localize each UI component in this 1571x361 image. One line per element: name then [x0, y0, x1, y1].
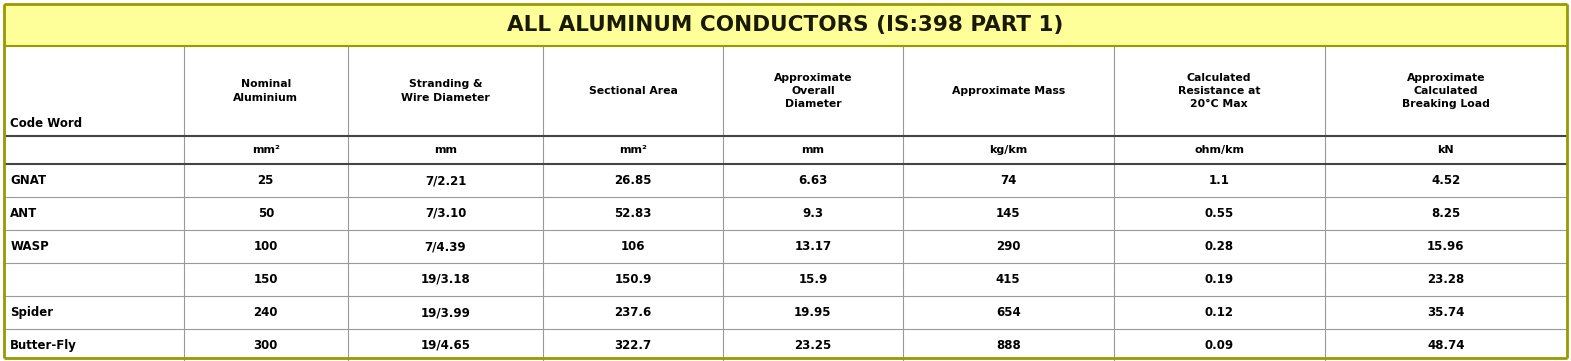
Text: 0.28: 0.28: [1205, 240, 1233, 253]
Text: 0.12: 0.12: [1205, 306, 1233, 319]
Text: 13.17: 13.17: [795, 240, 831, 253]
Bar: [5, 296, 1566, 329]
Text: 74: 74: [1001, 174, 1016, 187]
Text: 0.19: 0.19: [1205, 273, 1233, 286]
Bar: [5, 164, 1566, 197]
Text: 1.1: 1.1: [1208, 174, 1230, 187]
Text: Sectional Area: Sectional Area: [589, 86, 677, 96]
Text: kg/km: kg/km: [990, 145, 1027, 155]
Text: Butter-Fly: Butter-Fly: [11, 339, 77, 352]
Text: 237.6: 237.6: [614, 306, 652, 319]
Text: 150: 150: [253, 273, 278, 286]
Text: Stranding &
Wire Diameter: Stranding & Wire Diameter: [401, 79, 490, 103]
Text: 0.55: 0.55: [1205, 207, 1233, 220]
Text: 19/3.18: 19/3.18: [421, 273, 470, 286]
Text: GNAT: GNAT: [11, 174, 47, 187]
Text: 240: 240: [253, 306, 278, 319]
Text: 15.9: 15.9: [798, 273, 828, 286]
Text: 23.25: 23.25: [795, 339, 831, 352]
Text: ohm/km: ohm/km: [1194, 145, 1244, 155]
Text: 52.83: 52.83: [614, 207, 652, 220]
Text: ANT: ANT: [11, 207, 38, 220]
Text: 290: 290: [996, 240, 1021, 253]
Text: Approximate
Overall
Diameter: Approximate Overall Diameter: [773, 73, 851, 109]
Bar: [5, 263, 1566, 296]
Text: WASP: WASP: [11, 240, 49, 253]
Bar: [5, 329, 1566, 361]
Text: 23.28: 23.28: [1426, 273, 1464, 286]
Text: mm: mm: [801, 145, 825, 155]
Text: Approximate
Calculated
Breaking Load: Approximate Calculated Breaking Load: [1401, 73, 1489, 109]
Text: Spider: Spider: [11, 306, 53, 319]
Text: ALL ALUMINUM CONDUCTORS (IS:398 PART 1): ALL ALUMINUM CONDUCTORS (IS:398 PART 1): [507, 15, 1064, 35]
Text: 19/3.99: 19/3.99: [421, 306, 470, 319]
Text: 100: 100: [253, 240, 278, 253]
Text: 48.74: 48.74: [1426, 339, 1464, 352]
Text: 15.96: 15.96: [1426, 240, 1464, 253]
Text: 9.3: 9.3: [803, 207, 823, 220]
Text: Approximate Mass: Approximate Mass: [952, 86, 1065, 96]
Text: 19/4.65: 19/4.65: [421, 339, 471, 352]
Text: 7/3.10: 7/3.10: [424, 207, 467, 220]
Text: 35.74: 35.74: [1426, 306, 1464, 319]
Text: mm: mm: [434, 145, 457, 155]
Text: 8.25: 8.25: [1431, 207, 1461, 220]
Text: 322.7: 322.7: [614, 339, 652, 352]
Text: 7/4.39: 7/4.39: [424, 240, 467, 253]
Bar: [5, 230, 1566, 263]
Bar: [5, 46, 1566, 136]
Text: 4.52: 4.52: [1431, 174, 1461, 187]
Text: 0.09: 0.09: [1205, 339, 1233, 352]
Text: 106: 106: [621, 240, 646, 253]
Text: 150.9: 150.9: [614, 273, 652, 286]
Text: mm²: mm²: [619, 145, 647, 155]
Text: 25: 25: [258, 174, 273, 187]
Bar: [5, 4, 1566, 46]
Text: 26.85: 26.85: [614, 174, 652, 187]
Text: 7/2.21: 7/2.21: [424, 174, 467, 187]
Bar: [5, 136, 1566, 164]
Text: Calculated
Resistance at
20°C Max: Calculated Resistance at 20°C Max: [1178, 73, 1260, 109]
Text: 415: 415: [996, 273, 1021, 286]
Text: mm²: mm²: [251, 145, 280, 155]
Text: 300: 300: [253, 339, 278, 352]
Text: 19.95: 19.95: [793, 306, 831, 319]
Text: Code Word: Code Word: [11, 117, 82, 130]
Text: 145: 145: [996, 207, 1021, 220]
Text: Nominal
Aluminium: Nominal Aluminium: [234, 79, 298, 103]
Text: kN: kN: [1437, 145, 1455, 155]
Text: 888: 888: [996, 339, 1021, 352]
Text: 6.63: 6.63: [798, 174, 828, 187]
Text: 654: 654: [996, 306, 1021, 319]
Text: 50: 50: [258, 207, 273, 220]
Bar: [5, 197, 1566, 230]
